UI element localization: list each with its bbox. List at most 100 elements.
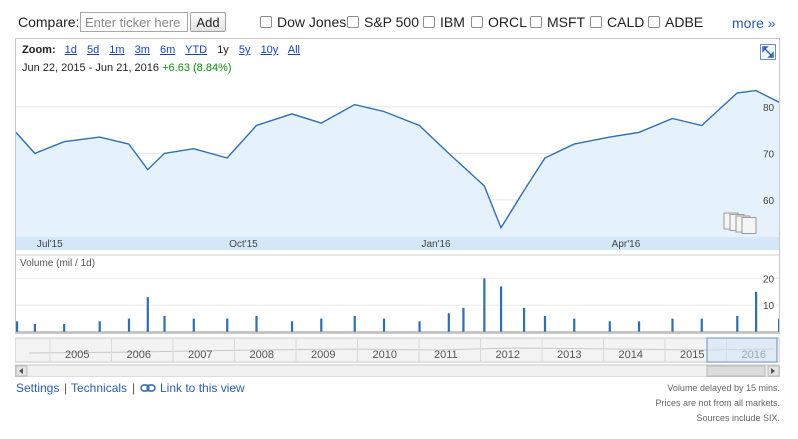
volume-bar[interactable] [255,315,258,332]
zoom-10y[interactable]: 10y [260,44,279,56]
volume-bar[interactable] [543,315,547,332]
compare-option-orcl[interactable]: ORCL [471,13,527,31]
timeline-year-label: 2005 [65,349,89,361]
volume-bar[interactable] [146,297,149,332]
compare-option-label: CALD [607,14,645,30]
checkbox[interactable] [260,16,272,28]
zoom-ytd[interactable]: YTD [185,44,208,56]
timeline-year-label: 2012 [496,349,520,361]
scrollbar[interactable] [15,364,780,377]
compare-option-cald[interactable]: CALD [590,13,644,31]
zoom-bar: Zoom: 1d 5d 1m 3m 6m YTD 1y 5y 10y All [22,44,307,56]
volume-bar[interactable] [483,278,486,332]
footer-note: Volume delayed by 15 mins. [667,383,780,393]
timeline-year-label: 2010 [373,349,397,361]
volume-bar[interactable] [192,318,195,332]
volume-bar[interactable] [573,318,576,332]
zoom-1y[interactable]: 1y [217,44,229,56]
checkbox[interactable] [423,16,435,28]
range-separator: - [88,62,93,74]
volume-y-tick: 10 [763,301,775,312]
volume-bar[interactable] [462,307,465,332]
volume-bar[interactable] [16,321,19,332]
price-x-tick: Jan'16 [421,239,451,250]
volume-bar[interactable] [755,291,758,332]
checkbox[interactable] [347,16,359,28]
scroll-right-icon [771,368,775,374]
footer-note: Sources include SIX. [696,413,780,423]
price-change: +6.63 (8.84%) [162,62,232,74]
compare-option-label: IBM [440,14,465,30]
footer-note: Prices are not from all markets. [655,398,780,408]
price-x-tick: Apr'16 [612,239,641,250]
technicals-link[interactable]: Technicals [71,381,128,395]
footer-separator: | [64,381,68,395]
zoom-6m[interactable]: 6m [159,44,176,56]
compare-option-sp500[interactable]: S&P 500 [347,13,419,31]
timeline-year-label: 2011 [434,349,458,361]
zoom-all[interactable]: All [287,44,300,56]
price-volume-charts[interactable]: 80 70 60 Jul'15 Oct'15 Jan'16 Apr'16 Vol… [16,79,779,333]
zoom-1d[interactable]: 1d [64,44,77,56]
price-y-tick: 70 [763,149,775,160]
volume-bar[interactable] [778,318,779,332]
price-x-axis-band [16,237,779,250]
price-x-tick: Oct'15 [229,239,258,250]
compare-option-label: S&P 500 [364,14,420,30]
timeline-year-label: 2008 [250,349,274,361]
volume-bar[interactable] [736,315,739,332]
compare-bar: Compare: Add Dow Jones S&P 500 IBM ORCL … [0,0,798,40]
checkbox[interactable] [648,16,660,28]
volume-bar[interactable] [127,318,131,332]
timeline-slider[interactable]: 2005 2006 2007 2008 2009 2010 2011 2012 2013 2014… [15,337,780,377]
range-end: Jun 21, 2016 [95,62,160,74]
volume-bar[interactable] [163,315,166,332]
volume-bar[interactable] [499,286,503,332]
compare-option-msft[interactable]: MSFT [530,13,585,31]
event-flag[interactable] [741,217,757,234]
price-line[interactable] [16,89,779,230]
chart-frame [15,38,780,334]
volume-bar[interactable] [63,323,66,332]
volume-bar[interactable] [418,321,421,332]
zoom-5y[interactable]: 5y [238,44,251,56]
volume-bar[interactable] [382,318,386,332]
add-button[interactable]: Add [190,12,226,32]
checkbox[interactable] [471,16,483,28]
volume-bar[interactable] [226,318,229,332]
scroll-thumb[interactable] [706,365,766,377]
price-chart[interactable] [16,79,779,250]
volume-bar[interactable] [447,313,450,332]
link-to-view[interactable]: Link to this view [160,381,245,395]
compare-option-dow-jones[interactable]: Dow Jones [260,13,346,31]
price-y-tick: 80 [763,103,775,114]
volume-bar[interactable] [522,307,526,332]
zoom-3m[interactable]: 3m [134,44,150,56]
volume-bar[interactable] [637,321,641,332]
expand-icon[interactable] [760,44,776,60]
compare-option-ibm[interactable]: IBM [423,13,465,31]
volume-bar[interactable] [320,318,323,332]
volume-bar[interactable] [98,321,101,332]
link-icon [140,384,156,392]
timeline-year-label: 2013 [557,349,581,361]
ticker-input[interactable] [80,12,188,32]
more-link[interactable]: more » [732,15,776,31]
volume-bar[interactable] [700,318,703,332]
volume-bar[interactable] [608,321,611,332]
zoom-5d[interactable]: 5d [86,44,100,56]
checkbox[interactable] [590,16,602,28]
volume-chart[interactable] [16,254,779,333]
settings-link[interactable]: Settings [16,381,60,395]
scroll-left-icon [19,368,23,374]
timeline-window[interactable] [706,337,778,363]
zoom-1m[interactable]: 1m [109,44,125,56]
volume-bar[interactable] [671,318,674,332]
compare-label: Compare: [18,14,80,30]
volume-bar[interactable] [353,315,356,332]
volume-bar[interactable] [290,321,294,332]
compare-option-label: ORCL [488,14,527,30]
compare-option-adbe[interactable]: ADBE [648,13,703,31]
volume-bar[interactable] [33,323,37,332]
checkbox[interactable] [530,16,542,28]
